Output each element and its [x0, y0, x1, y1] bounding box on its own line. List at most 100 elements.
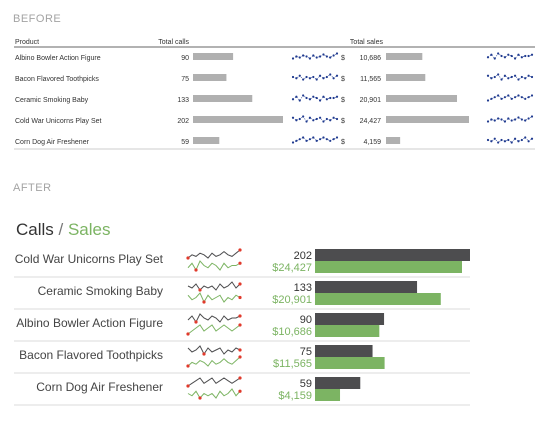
before-calls-sparkline-dot	[335, 52, 339, 55]
after-title-sales: Sales	[68, 220, 111, 239]
before-calls-value: 90	[181, 55, 189, 62]
before-calls-sparkline-dot	[312, 119, 315, 122]
before-sales-sparkline-dot	[507, 94, 510, 97]
after-calls-value: 59	[300, 378, 312, 390]
before-sales-sparkline-dot	[486, 120, 490, 123]
before-sales-sparkline-dot	[500, 97, 503, 100]
after-sales-sparkline-line	[187, 388, 241, 399]
before-sales-sparkline-dot	[497, 73, 500, 76]
before-sales-bar	[386, 74, 426, 81]
before-calls-sparkline-dot	[325, 98, 328, 101]
before-table-row: Albino Bowler Action Figure 90 $10,686	[15, 52, 534, 62]
before-calls-sparkline-dot	[318, 116, 322, 119]
before-sales-sparkline-dot	[497, 141, 500, 144]
before-sales-sparkline-dot	[520, 138, 523, 142]
before-calls-sparkline-dot	[322, 95, 325, 98]
before-sales-sparkline-dot	[490, 77, 493, 80]
after-sales-sparkline-end-marker	[238, 389, 242, 393]
before-sales-sparkline-dot	[513, 74, 517, 77]
before-sales-sparkline-dot	[486, 99, 490, 102]
before-calls-sparkline-dot	[295, 55, 298, 58]
before-calls-sparkline-dot	[302, 54, 305, 57]
before-calls-sparkline-dot	[335, 117, 339, 121]
after-sales-value: $10,686	[272, 326, 312, 338]
after-calls-bar	[315, 281, 418, 293]
before-section-label: BEFORE	[13, 13, 61, 25]
before-calls-sparkline-dot	[291, 98, 295, 101]
after-calls-bar	[315, 377, 361, 389]
before-calls-sparkline-dot	[332, 138, 335, 141]
after-sales-sparkline-end-marker	[238, 261, 242, 265]
before-currency-symbol: $	[341, 55, 345, 62]
before-calls-sparkline-dot	[295, 95, 298, 98]
before-calls-bar	[193, 95, 253, 102]
before-calls-sparkline-dot	[329, 96, 332, 100]
before-sales-sparkline-dot	[490, 118, 493, 121]
before-calls-sparkline-dot	[312, 54, 315, 57]
after-calls-sparkline-low-marker	[198, 288, 202, 292]
before-calls-sparkline-dot	[315, 117, 318, 121]
before-calls-value: 59	[181, 139, 189, 146]
before-calls-sparkline-dot	[308, 138, 312, 141]
before-header-sales: Total sales	[350, 39, 384, 46]
before-sales-sparkline-dot	[513, 118, 517, 121]
before-calls-sparkline-dot	[305, 75, 308, 79]
before-sales-sparkline-dot	[510, 75, 513, 79]
after-sales-sparkline-low-marker	[186, 332, 190, 336]
before-calls-sparkline-dot	[329, 139, 332, 142]
after-sales-value: $4,159	[278, 390, 312, 402]
after-sales-value: $24,427	[272, 262, 312, 274]
before-sales-sparkline-dot	[517, 140, 520, 143]
before-sales-sparkline-dot	[507, 117, 510, 120]
after-chart-row: Ceramic Smoking Baby 133$20,901	[14, 281, 470, 310]
before-sales-sparkline-dot	[486, 138, 490, 142]
before-calls-sparkline-dot	[305, 120, 308, 123]
before-calls-sparkline-dot	[318, 74, 322, 77]
before-sales-sparkline-dot	[520, 96, 523, 99]
before-calls-sparkline-dot	[318, 138, 322, 141]
before-calls-sparkline-dot	[325, 55, 328, 58]
after-sales-sparkline-end-marker	[238, 295, 242, 300]
after-calls-sparkline-end-marker	[238, 348, 242, 352]
before-sales-value: 11,565	[360, 76, 381, 83]
before-calls-sparkline-dot	[302, 115, 305, 118]
after-sales-sparkline-low-marker	[186, 364, 190, 368]
before-header-product: Product	[15, 39, 39, 46]
after-sales-sparkline-line	[187, 356, 241, 367]
after-calls-bar	[315, 345, 373, 357]
before-sales-sparkline-dot	[530, 53, 534, 56]
before-sales-sparkline-dot	[500, 54, 503, 58]
after-chart-rows: Cold War Unicorns Play Set 202$24,427 Cera…	[14, 248, 470, 406]
before-calls-bar	[193, 74, 227, 81]
before-calls-sparkline-dot	[325, 75, 328, 79]
before-sales-sparkline-dot	[510, 54, 513, 58]
before-table-row: Ceramic Smoking Baby 133 $20,901	[15, 94, 534, 104]
after-calls-bar	[315, 249, 470, 261]
after-calls-value: 90	[300, 314, 312, 326]
before-calls-sparkline-dot	[325, 117, 328, 121]
after-sales-bar	[315, 325, 380, 337]
after-sales-sparkline-low-marker	[198, 396, 202, 400]
before-calls-sparkline-dot	[302, 136, 305, 139]
after-product-label: Ceramic Smoking Baby	[38, 284, 163, 298]
before-calls-sparkline-dot	[332, 77, 335, 80]
before-sales-sparkline-dot	[490, 140, 493, 143]
before-calls-sparkline-dot	[332, 54, 335, 57]
before-sales-sparkline-dot	[493, 75, 496, 79]
before-calls-bar	[193, 53, 234, 60]
after-calls-value: 133	[294, 282, 312, 294]
before-header-calls: Total calls	[158, 39, 189, 46]
after-sales-value: $11,565	[273, 358, 312, 370]
before-calls-sparkline-dot	[302, 78, 305, 81]
before-sales-sparkline-dot	[497, 117, 500, 120]
before-sales-value: 10,686	[360, 55, 382, 62]
before-calls-sparkline-dot	[291, 141, 295, 144]
before-sales-sparkline-dot	[527, 54, 530, 58]
before-calls-sparkline-dot	[308, 77, 312, 80]
after-calls-value: 202	[294, 250, 312, 262]
before-sales-sparkline-dot	[507, 138, 510, 142]
before-sales-sparkline-dot	[493, 57, 496, 60]
before-calls-sparkline-dot	[308, 57, 312, 60]
before-sales-sparkline-dot	[530, 115, 534, 118]
